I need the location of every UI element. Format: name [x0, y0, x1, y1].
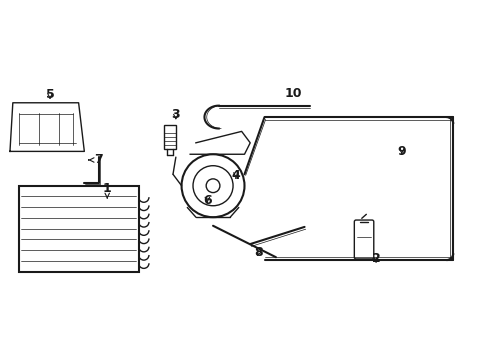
Text: 5: 5	[45, 88, 54, 101]
Text: 9: 9	[397, 145, 406, 158]
Text: 3: 3	[171, 108, 180, 121]
Bar	[19, 186, 139, 271]
Text: 6: 6	[203, 194, 211, 207]
Text: 7: 7	[88, 153, 103, 166]
Text: 10: 10	[284, 86, 301, 100]
Polygon shape	[10, 103, 84, 152]
Bar	[164, 125, 176, 149]
Text: 8: 8	[254, 246, 263, 259]
Text: 4: 4	[231, 169, 240, 182]
Text: 1: 1	[102, 182, 111, 198]
Text: 2: 2	[371, 252, 380, 265]
